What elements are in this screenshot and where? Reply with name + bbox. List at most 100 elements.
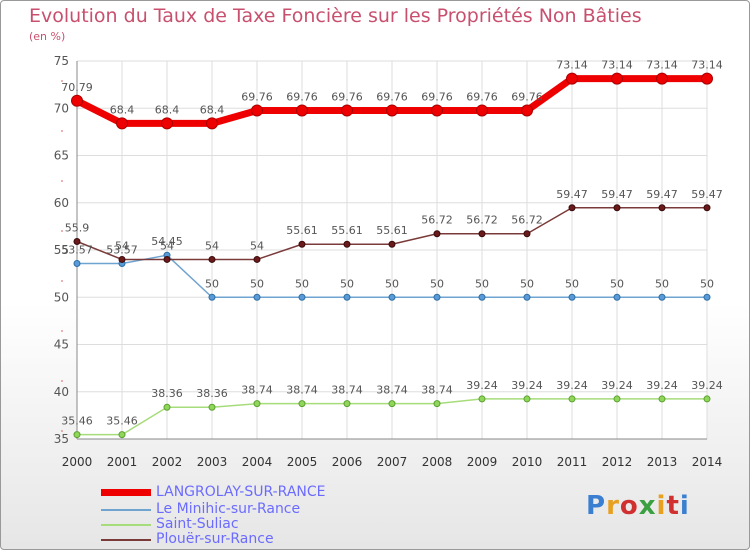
data-label: 50 — [700, 277, 714, 290]
data-label: 69.76 — [421, 91, 453, 104]
data-point — [613, 204, 621, 212]
data-label: 55.61 — [376, 224, 408, 237]
data-label: 39.24 — [511, 379, 543, 392]
data-point — [701, 72, 713, 85]
x-tick-label: 2004 — [242, 455, 273, 469]
data-label: 35.46 — [106, 415, 138, 428]
y-tick-label: 40 — [54, 385, 69, 399]
data-point — [523, 230, 531, 238]
data-point — [388, 240, 396, 248]
data-label: 59.47 — [556, 188, 588, 201]
data-point — [433, 293, 441, 301]
data-point — [161, 117, 173, 130]
data-label: 68.4 — [155, 103, 180, 116]
data-label: 69.76 — [331, 91, 363, 104]
data-label: 50 — [520, 277, 534, 290]
grid — [76, 60, 708, 440]
data-point — [253, 400, 261, 408]
data-label: 54 — [115, 239, 129, 252]
data-label: 50 — [295, 277, 309, 290]
data-label: 39.24 — [556, 379, 588, 392]
legend-swatch-saint-suliac — [101, 524, 151, 526]
x-tick-label: 2011 — [557, 455, 588, 469]
data-label: 50 — [205, 277, 219, 290]
series — [71, 72, 713, 439]
data-point — [568, 293, 576, 301]
legend-label-saint-suliac: Saint-Suliac — [156, 516, 239, 532]
data-point — [253, 293, 261, 301]
data-point — [118, 431, 126, 439]
data-label: 59.47 — [691, 188, 723, 201]
data-point — [433, 230, 441, 238]
data-label: 50 — [430, 277, 444, 290]
data-label: 35.46 — [61, 415, 93, 428]
data-label: 38.36 — [151, 387, 183, 400]
data-label: 56.72 — [421, 214, 453, 227]
data-point — [386, 104, 398, 117]
data-point — [568, 204, 576, 212]
data-label: 68.4 — [110, 103, 135, 116]
data-point — [73, 237, 81, 245]
data-label: 69.76 — [466, 91, 498, 104]
x-tick-label: 2008 — [422, 455, 453, 469]
legend-swatch-minihic — [101, 509, 151, 511]
data-point — [613, 395, 621, 403]
data-label: 54.45 — [151, 235, 183, 248]
data-label: 39.24 — [646, 379, 678, 392]
data-label: 56.72 — [511, 214, 543, 227]
x-tick-label: 2009 — [467, 455, 498, 469]
data-point — [343, 293, 351, 301]
data-label: 73.14 — [691, 59, 723, 72]
data-point — [341, 104, 353, 117]
data-label: 38.74 — [376, 384, 408, 397]
data-point — [116, 117, 128, 130]
data-point — [523, 395, 531, 403]
y-tick-label: 75 — [54, 54, 69, 68]
data-point — [478, 395, 486, 403]
x-tick-label: 2010 — [512, 455, 543, 469]
data-point — [431, 104, 443, 117]
data-label: 50 — [475, 277, 489, 290]
data-point — [388, 293, 396, 301]
data-label: 59.47 — [601, 188, 633, 201]
axes: 35 40 45 50 55 60 65 70 75 2000 2001 2002 2003 2004 20… — [54, 54, 723, 469]
data-point — [206, 117, 218, 130]
x-tick-label: 2013 — [647, 455, 678, 469]
data-point — [658, 293, 666, 301]
data-label: 50 — [565, 277, 579, 290]
data-point — [568, 395, 576, 403]
data-label: 73.14 — [646, 59, 678, 72]
data-label: 50 — [610, 277, 624, 290]
data-label: 50 — [385, 277, 399, 290]
data-point — [253, 255, 261, 263]
y-tick-label: 50 — [54, 290, 69, 304]
data-point — [208, 293, 216, 301]
data-point — [208, 403, 216, 411]
data-point — [656, 72, 668, 85]
proxiti-logo: Proxiti — [586, 491, 690, 521]
data-label: 59.47 — [646, 188, 678, 201]
data-point — [658, 204, 666, 212]
data-point — [566, 72, 578, 85]
chart-title: Evolution du Taux de Taxe Foncière sur l… — [29, 5, 642, 27]
data-point — [478, 230, 486, 238]
data-point — [523, 293, 531, 301]
x-tick-label: 2000 — [62, 455, 93, 469]
logo-letter: t — [666, 491, 680, 521]
data-label: 50 — [250, 277, 264, 290]
logo-letter: i — [679, 491, 690, 521]
logo-letter: x — [638, 491, 657, 521]
x-tick-label: 2002 — [152, 455, 183, 469]
x-tick-label: 2006 — [332, 455, 363, 469]
logo-letter: r — [606, 491, 620, 521]
data-label: 69.76 — [286, 91, 318, 104]
data-label: 69.76 — [241, 91, 273, 104]
x-tick-label: 2014 — [692, 455, 723, 469]
data-label: 50 — [340, 277, 354, 290]
data-label: 53.57 — [106, 244, 138, 257]
data-label: 69.76 — [511, 91, 543, 104]
data-label: 55.61 — [286, 224, 318, 237]
data-label: 56.72 — [466, 214, 498, 227]
legend-swatch-langrolay — [101, 489, 151, 496]
